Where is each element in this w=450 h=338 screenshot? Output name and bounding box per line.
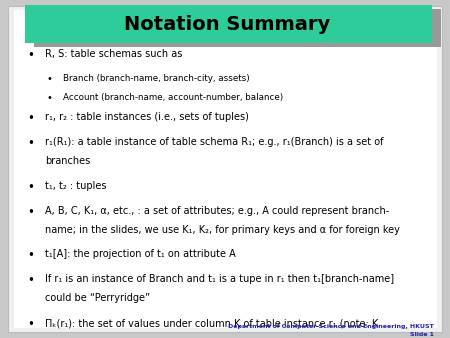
Text: •: • [27,137,34,150]
Text: could consist of more than one attribute/column): could consist of more than one attribute… [45,337,285,338]
Text: •: • [27,112,34,125]
Text: If r₁ is an instance of Branch and t₁ is a tupe in r₁ then t₁[branch-name]: If r₁ is an instance of Branch and t₁ is… [45,274,394,284]
Text: •: • [27,274,34,287]
Text: Notation Summary: Notation Summary [124,15,330,34]
Text: •: • [46,74,53,84]
Text: •: • [27,249,34,262]
FancyBboxPatch shape [34,9,441,47]
Text: •: • [46,93,53,103]
Text: •: • [27,318,34,331]
Text: t₁, t₂ : tuples: t₁, t₂ : tuples [45,181,107,191]
Text: Πₖ(r₁): the set of values under column K of table instance r₁ (note: K: Πₖ(r₁): the set of values under column K… [45,318,378,328]
Text: branches: branches [45,156,90,166]
Text: could be “Perryridge”: could be “Perryridge” [45,293,150,304]
Text: A, B, C, K₁, α, etc., : a set of attributes; e.g., A could represent branch-: A, B, C, K₁, α, etc., : a set of attribu… [45,206,389,216]
Text: Branch (branch-name, branch-city, assets): Branch (branch-name, branch-city, assets… [63,74,250,83]
Text: Department of Computer Science and Engineering, HKUST: Department of Computer Science and Engin… [229,324,434,329]
Text: t₁[A]: the projection of t₁ on attribute A: t₁[A]: the projection of t₁ on attribute… [45,249,236,260]
Text: •: • [27,49,34,62]
Text: name; in the slides, we use K₁, K₂, for primary keys and α for foreign key: name; in the slides, we use K₁, K₂, for … [45,225,400,235]
Text: •: • [27,181,34,194]
Text: r₁, r₂ : table instances (i.e., sets of tuples): r₁, r₂ : table instances (i.e., sets of … [45,112,249,122]
Text: r₁(R₁): a table instance of table schema R₁; e.g., r₁(Branch) is a set of: r₁(R₁): a table instance of table schema… [45,137,383,147]
Text: •: • [27,206,34,218]
FancyBboxPatch shape [14,10,436,328]
FancyBboxPatch shape [25,5,432,43]
Text: R, S: table schemas such as: R, S: table schemas such as [45,49,182,59]
Text: Slide 1: Slide 1 [410,332,434,337]
Text: Account (branch-name, account-number, balance): Account (branch-name, account-number, ba… [63,93,283,102]
